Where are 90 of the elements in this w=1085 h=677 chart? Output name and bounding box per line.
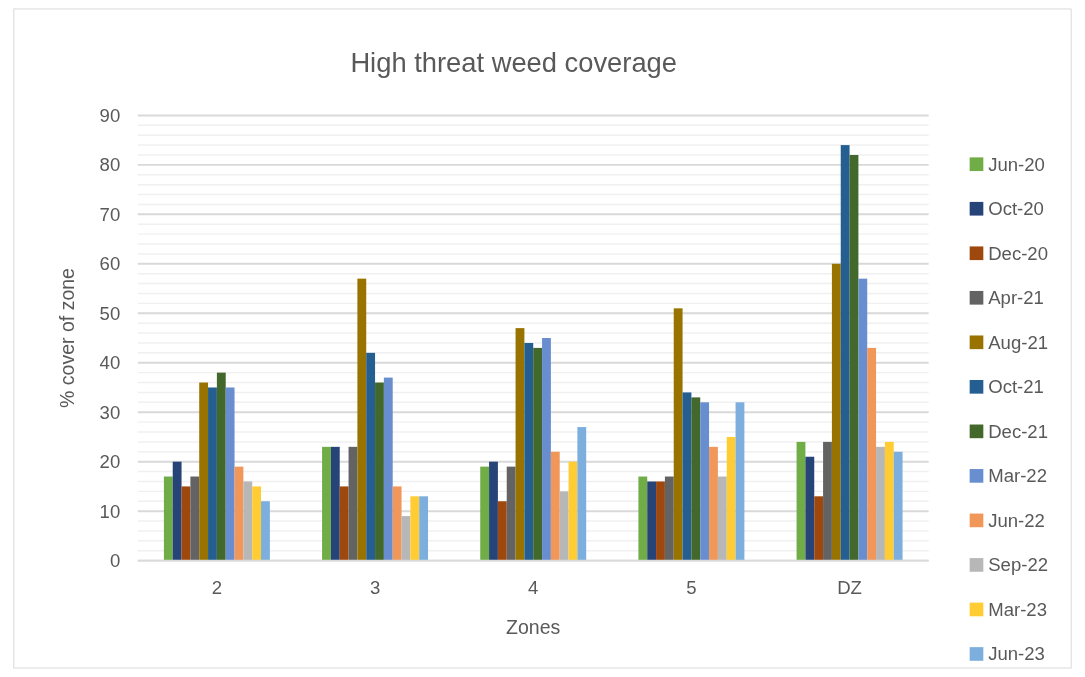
bar (330, 446, 340, 561)
bar (419, 496, 429, 561)
bar (261, 501, 270, 561)
bar (366, 352, 376, 561)
bar (410, 496, 420, 561)
bar (876, 446, 885, 561)
bar (858, 278, 868, 561)
bar (796, 441, 806, 561)
y-axis-title: % cover of zone (56, 268, 79, 408)
legend-label: Dec-21 (988, 420, 1049, 442)
bar (673, 308, 683, 561)
bar (664, 476, 674, 561)
bar (163, 476, 173, 561)
chart-title: High threat weed coverage (350, 47, 678, 79)
bar (348, 446, 358, 561)
bar (709, 446, 718, 561)
bar (691, 397, 701, 561)
bar (208, 387, 217, 561)
legend-label: Mar-22 (988, 465, 1047, 487)
bar (489, 461, 498, 561)
y-tick-label: 60 (99, 253, 121, 275)
bar (252, 486, 262, 561)
bar (542, 338, 551, 561)
x-tick-label: 5 (686, 576, 697, 598)
bar (814, 496, 824, 561)
x-tick-label: DZ (837, 576, 862, 598)
bar (656, 481, 665, 561)
bar (735, 402, 745, 561)
bar (524, 342, 534, 561)
bar (190, 476, 200, 561)
bar (172, 461, 182, 561)
y-tick-label: 50 (99, 302, 121, 324)
legend-label: Jun-22 (988, 509, 1045, 531)
legend-label: Mar-23 (988, 598, 1047, 620)
legend-label: Oct-21 (988, 376, 1044, 398)
bar (867, 347, 877, 561)
y-tick-label: 90 (99, 104, 121, 126)
bar (181, 486, 191, 561)
y-tick-label: 20 (99, 451, 121, 473)
x-tick-label: 2 (211, 576, 223, 598)
bar (893, 451, 903, 561)
bar (717, 476, 727, 561)
x-tick-label: 4 (528, 576, 539, 598)
bar (638, 476, 648, 561)
bar (322, 446, 331, 561)
y-tick-label: 70 (99, 203, 121, 225)
bar (559, 491, 569, 561)
bar (568, 461, 578, 561)
bar (726, 436, 736, 561)
bar (647, 481, 657, 561)
bar (577, 427, 587, 561)
bar (480, 466, 490, 561)
bar (216, 372, 226, 561)
legend-label: Dec-20 (988, 242, 1049, 264)
bar (225, 387, 235, 561)
bar (823, 441, 832, 561)
bar (375, 382, 384, 561)
bar (884, 441, 894, 561)
bar (533, 347, 543, 561)
y-tick-label: 10 (99, 500, 121, 522)
bar (243, 481, 253, 561)
bar (550, 451, 560, 561)
legend-label: Sep-22 (988, 554, 1049, 576)
x-tick-label: 3 (369, 576, 381, 598)
bar (199, 382, 209, 561)
bar (339, 486, 349, 561)
bar (506, 466, 516, 561)
y-tick-label: 0 (109, 550, 121, 572)
legend-label: Aug-21 (988, 331, 1049, 353)
bar (682, 392, 692, 561)
bar (840, 145, 850, 561)
legend-label: Jun-23 (988, 643, 1045, 665)
bar (392, 486, 402, 561)
x-axis-title: Zones (506, 615, 561, 638)
bar (383, 377, 393, 561)
bar (401, 516, 411, 561)
bar (357, 278, 367, 561)
legend-label: Apr-21 (988, 287, 1044, 309)
bar (805, 456, 815, 561)
y-tick-label: 30 (99, 401, 121, 423)
bar (831, 263, 841, 561)
y-tick-label: 80 (99, 154, 121, 176)
legend-label: Jun-20 (988, 153, 1045, 175)
bar (234, 466, 244, 561)
bar (849, 154, 859, 561)
bar (700, 402, 710, 561)
bar (515, 328, 525, 561)
bar (497, 501, 507, 561)
y-tick-label: 40 (99, 352, 121, 374)
legend-label: Oct-20 (988, 198, 1044, 220)
